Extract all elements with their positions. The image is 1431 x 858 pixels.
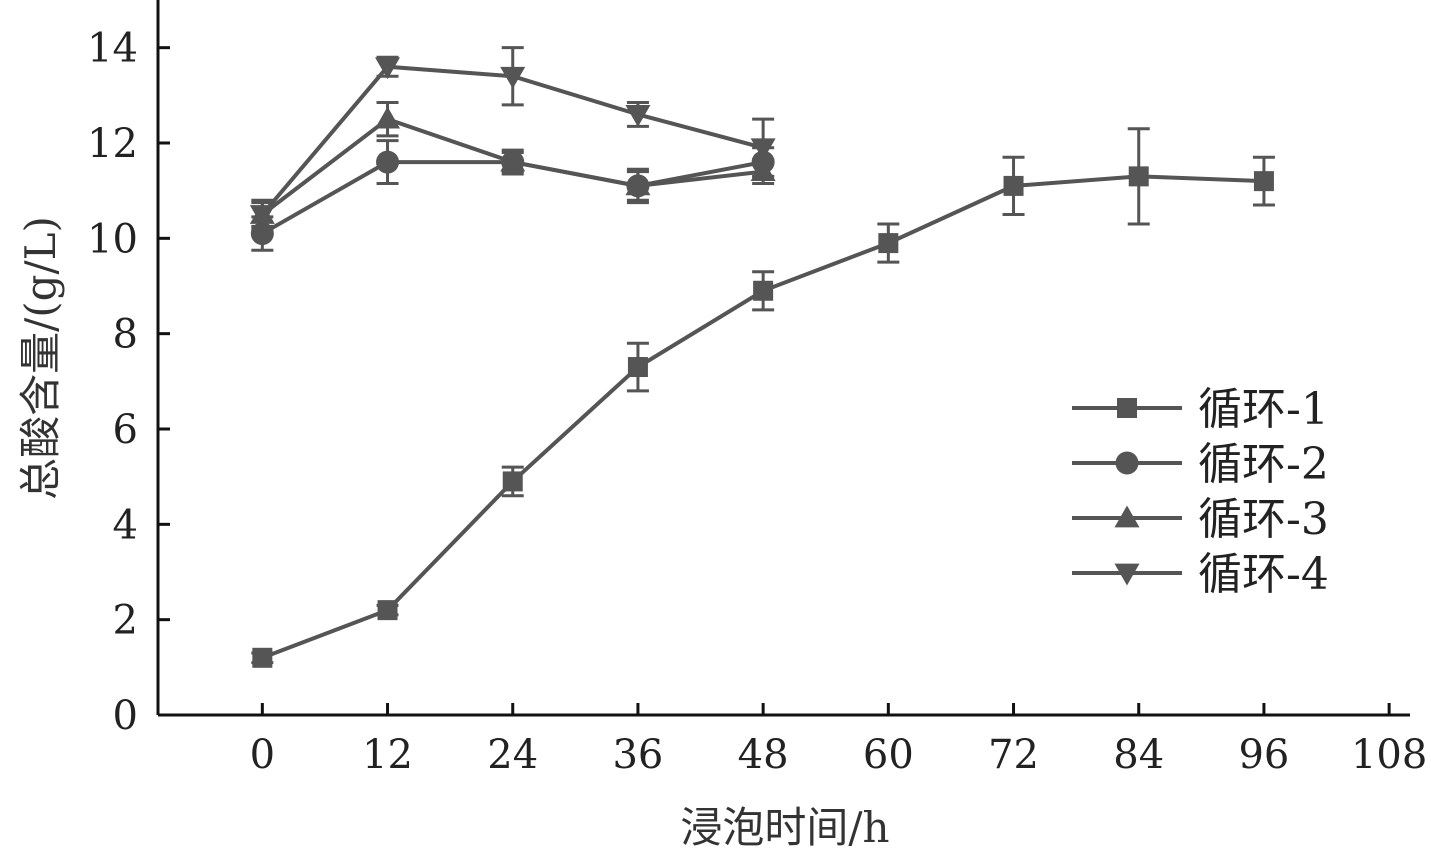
x-tick-label: 36: [612, 732, 663, 778]
y-tick-label: 14: [87, 26, 138, 72]
data-point: [1253, 171, 1274, 192]
legend-label: 循环-2: [1198, 439, 1329, 490]
x-tick-label: 48: [738, 732, 789, 778]
x-tick-label: 0: [250, 732, 275, 778]
legend-label: 循环-4: [1198, 549, 1329, 600]
data-point: [627, 357, 648, 378]
x-tick-label: 60: [863, 732, 914, 778]
legend-item: 循环-4: [1072, 549, 1329, 600]
y-tick-label: 6: [113, 407, 138, 453]
y-tick-label: 2: [113, 598, 138, 644]
series-3: [249, 100, 776, 231]
y-tick-label: 8: [113, 312, 138, 358]
data-point: [500, 66, 526, 89]
x-axis-title: 浸泡时间/h: [680, 803, 889, 852]
data-point: [377, 600, 398, 621]
x-tick-label: 12: [362, 732, 413, 778]
legend-item: 循环-1: [1072, 384, 1329, 435]
y-tick-label: 0: [113, 693, 138, 739]
data-point: [249, 205, 275, 227]
data-point: [750, 138, 776, 161]
series-1: [251, 127, 1275, 668]
data-point: [753, 280, 774, 301]
y-tick-label: 4: [113, 502, 138, 548]
x-tick-label: 108: [1351, 732, 1427, 778]
data-point: [502, 471, 523, 492]
series-line: [261, 174, 1265, 660]
data-point: [252, 647, 273, 668]
y-tick-label: 12: [87, 121, 138, 167]
data-point: [625, 173, 651, 196]
y-tick-label: 10: [87, 216, 138, 262]
data-point: [376, 150, 400, 174]
legend-marker: [1114, 505, 1140, 528]
y-axis-title: 总酸含量/(g/L): [16, 216, 65, 500]
legend-marker: [1114, 563, 1140, 586]
legend-label: 循环-3: [1198, 494, 1329, 545]
x-tick-label: 72: [988, 732, 1039, 778]
data-point: [878, 233, 899, 254]
data-point: [500, 149, 526, 172]
legend-item: 循环-3: [1072, 494, 1329, 545]
data-point: [1003, 175, 1024, 196]
x-tick-label: 84: [1113, 732, 1164, 778]
legend-item: 循环-2: [1072, 439, 1329, 490]
legend-marker: [1115, 451, 1139, 475]
series-4: [249, 46, 776, 228]
x-tick-label: 96: [1238, 732, 1289, 778]
legend-label: 循环-1: [1198, 384, 1329, 435]
legend-marker: [1117, 398, 1137, 418]
x-tick-label: 24: [487, 732, 538, 778]
data-point: [625, 105, 651, 127]
data-point: [375, 106, 401, 129]
data-point: [375, 57, 401, 80]
series-group: [249, 46, 1275, 668]
data-point: [1128, 166, 1149, 187]
legend: 循环-1循环-2循环-3循环-4: [1072, 384, 1329, 600]
